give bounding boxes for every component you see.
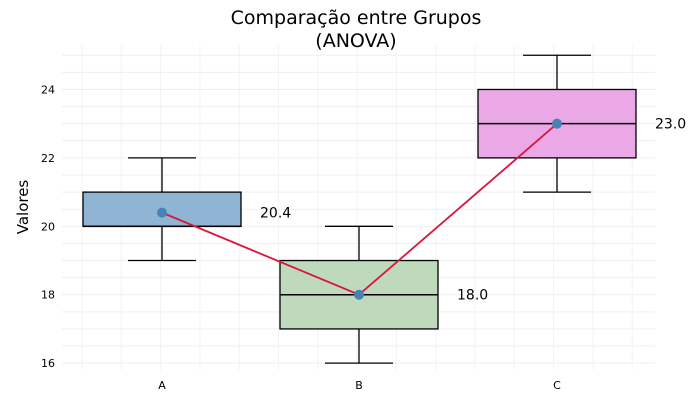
y-tick-label: 20: [41, 220, 55, 233]
chart-title-line-2: (ANOVA): [315, 30, 396, 52]
mean-point-B: [354, 289, 364, 300]
x-tick-label-C: C: [553, 379, 561, 392]
y-axis-label: Valores: [14, 180, 32, 235]
mean-layer: 20.4 18.0 23.0: [157, 117, 686, 304]
chart-title-line-1: Comparação entre Grupos: [231, 7, 482, 29]
mean-point-A: [157, 207, 167, 218]
y-tick-label: 22: [41, 152, 55, 165]
y-tick-label: 18: [41, 289, 55, 302]
axis-layer: 16 18 20 22 24 A B C: [41, 83, 561, 392]
mean-point-C: [552, 118, 562, 129]
x-tick-label-A: A: [158, 379, 166, 392]
x-tick-label-B: B: [355, 379, 363, 392]
mean-label-C: 23.0: [655, 117, 686, 133]
y-tick-label: 16: [41, 357, 55, 370]
y-tick-label: 24: [41, 83, 55, 96]
mean-label-A: 20.4: [260, 206, 291, 222]
mean-label-B: 18.0: [457, 288, 488, 304]
